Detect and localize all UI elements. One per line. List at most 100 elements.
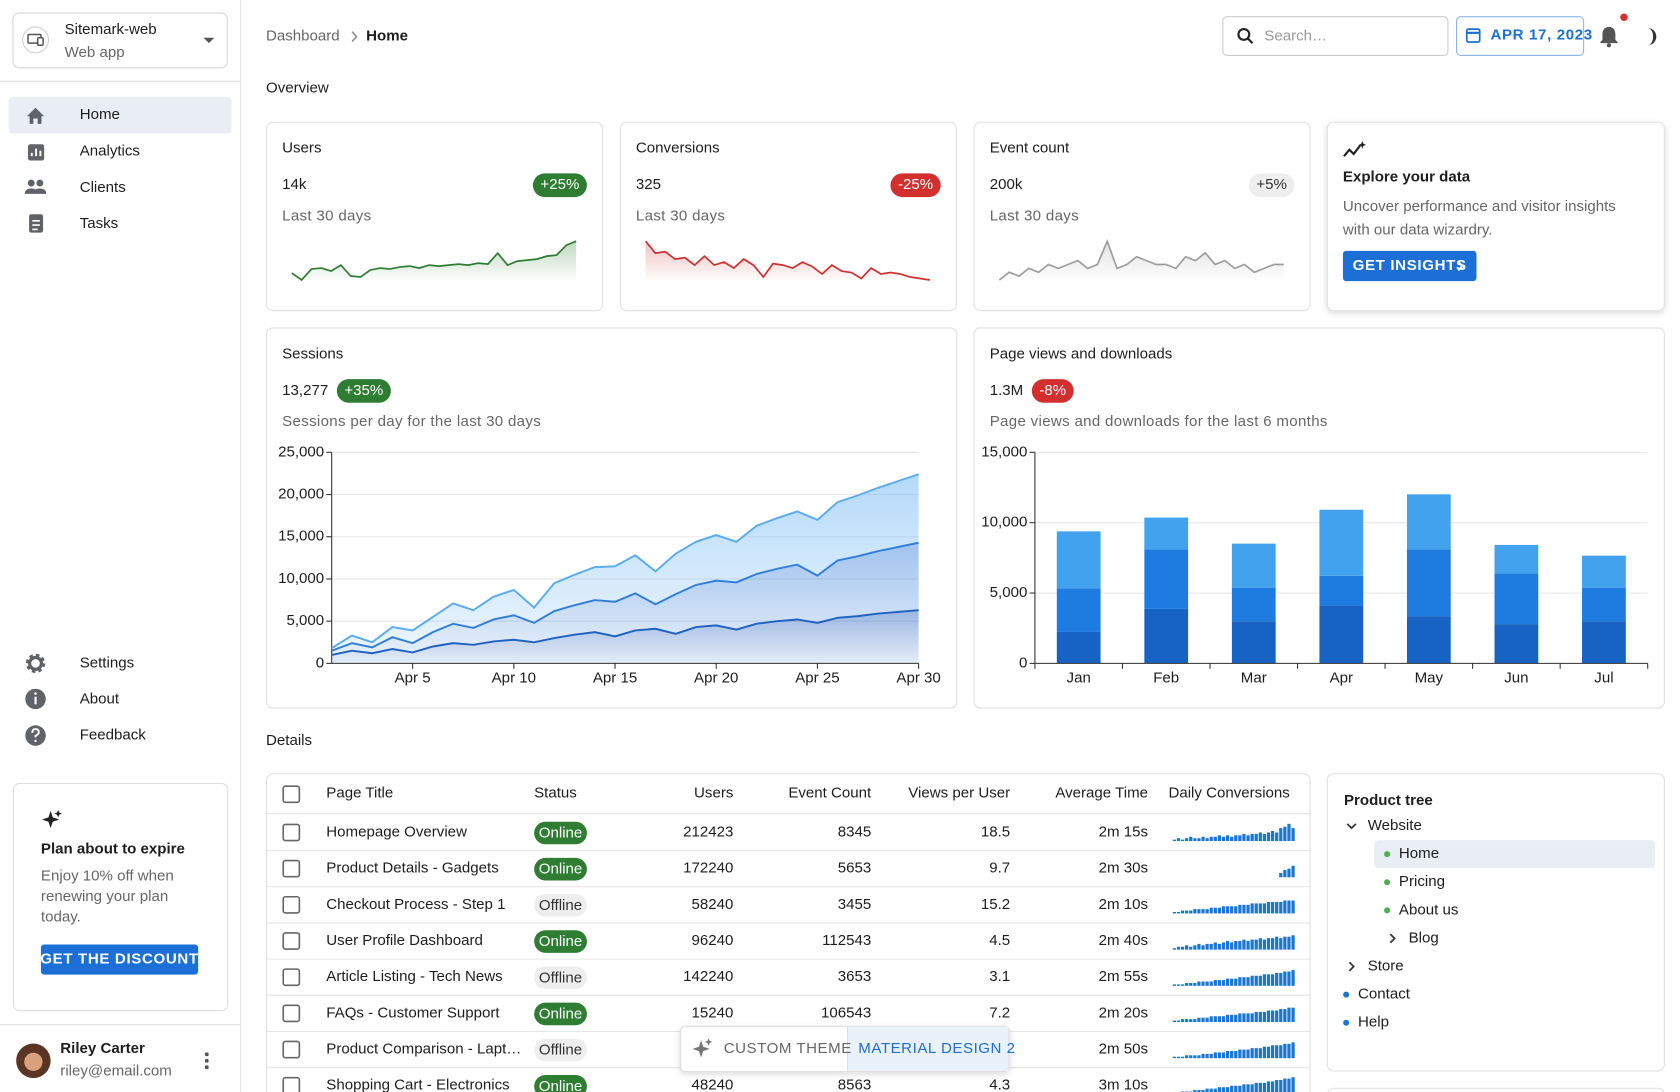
tree-item[interactable]: Home [1399,845,1439,862]
tree-item[interactable]: Store [1368,958,1404,975]
tree-item[interactable]: About us [1399,901,1458,918]
status-chip [534,1074,587,1092]
conversion-bar [1262,1082,1267,1092]
tree-item[interactable]: Website [1368,817,1422,834]
date-label[interactable]: APR 17, 2023 [1490,27,1592,44]
row-checkbox[interactable] [282,1040,301,1059]
x-tick-label: Apr 10 [492,669,536,686]
conversion-bar [1201,1053,1205,1059]
area-fill [331,474,919,651]
conversion-bar [1217,835,1222,842]
conversion-bar [1234,1085,1238,1092]
conversion-bar [1172,1020,1176,1022]
x-tick-label: Apr 20 [694,669,738,686]
menu-dot[interactable] [204,1052,209,1057]
conversion-bar [1197,909,1201,914]
tree-item[interactable]: Blog [1409,929,1439,946]
date-button[interactable] [1456,16,1585,56]
breadcrumb[interactable]: Dashboard [266,28,340,45]
cell-value: 2m 50s [1099,1041,1148,1058]
row-checkbox[interactable] [282,859,301,878]
theme-icon[interactable] [1647,28,1657,46]
discount-button-label[interactable]: GET THE DISCOUNT [40,951,199,968]
tasks-icon [32,219,40,231]
tree-item[interactable]: Pricing [1399,873,1445,890]
x-tick-label: Feb [1153,669,1179,686]
clients-icon [24,188,47,194]
row-checkbox[interactable] [282,932,301,950]
nav-item[interactable]: Clients [80,179,126,196]
tree-item[interactable]: Help [1358,1014,1389,1031]
conversion-bar [1283,900,1287,914]
card [1327,1087,1665,1092]
nav-item[interactable]: Feedback [80,727,147,744]
status-chip [534,894,587,917]
conversion-bar [1266,832,1271,842]
conversion-bar [1189,910,1193,914]
column-header[interactable]: Event Count [788,785,872,802]
conversion-bar [1197,943,1201,950]
chart-subtitle: Page views and downloads for the last 6 … [990,413,1328,430]
tree-toggle[interactable] [1348,961,1355,972]
column-header[interactable]: Daily Conversions [1168,785,1289,802]
promo-text: renewing your plan [41,888,168,905]
search-placeholder[interactable]: Search… [1264,28,1327,45]
row-checkbox[interactable] [282,895,301,914]
conversion-bar [1291,865,1295,878]
insights-button-label[interactable]: GET INSIGHTS [1353,257,1467,274]
column-header[interactable]: Average Time [1055,785,1148,802]
conversion-bar [1221,942,1226,950]
row-checkbox[interactable] [282,1004,301,1023]
bell-icon[interactable] [1600,26,1618,44]
nav-item[interactable]: Home [80,106,120,123]
conversion-bar [1283,1043,1287,1059]
column-header[interactable]: Users [694,785,733,802]
tree-toggle[interactable] [1346,823,1357,830]
column-header[interactable]: Page Title [326,785,393,802]
conversion-bar [1287,971,1291,986]
nav-item[interactable]: Tasks [80,215,119,232]
conversion-bar [1234,941,1238,950]
menu-dot[interactable] [204,1065,209,1070]
trend-chip [532,173,587,198]
toggle-option[interactable]: MATERIAL DESIGN 2 [858,1040,1015,1057]
toggle-option[interactable]: CUSTOM THEME [724,1040,852,1057]
conversion-bar [1185,945,1189,950]
conversion-bar [1275,832,1279,842]
card-title: Users [282,140,321,157]
about-icon [34,692,37,695]
conversion-bar [1189,836,1193,842]
conversion-bar [1238,941,1242,950]
row-checkbox[interactable] [282,823,301,842]
conversion-bar [1172,839,1176,842]
insights-button[interactable] [1342,250,1477,282]
discount-button[interactable] [40,944,199,975]
tree-bullet [1384,879,1391,886]
tree-item[interactable]: Contact [1358,986,1411,1003]
conversion-bar [1230,978,1234,986]
row-checkbox[interactable] [282,968,301,987]
cell-title: Homepage Overview [326,823,467,840]
section-title: Overview [266,79,329,96]
column-header[interactable]: Views per User [908,785,1010,802]
search-box[interactable] [1222,16,1449,56]
tree-toggle[interactable] [1389,933,1396,944]
conversion-bar [1230,836,1234,842]
select-all-checkbox[interactable] [282,785,301,804]
column-header[interactable]: Status [534,785,577,802]
nav-item[interactable]: Analytics [80,143,140,160]
card-value: 200k [990,176,1023,193]
x-tick-label: Apr 25 [795,669,839,686]
nav-item[interactable]: About [80,690,120,707]
conversion-bar [1172,912,1176,914]
sparkle-icon [42,809,62,829]
cell-value: 172240 [683,860,733,877]
y-tick-label: 25,000 [278,443,324,460]
menu-dot[interactable] [204,1058,209,1063]
nav-selected-bg [8,96,232,134]
nav-item[interactable]: Settings [80,654,134,671]
row-checkbox[interactable] [282,1076,301,1092]
cell-value: 106543 [821,1004,871,1021]
app-selector[interactable] [12,12,228,69]
conversion-bar [1291,828,1295,842]
